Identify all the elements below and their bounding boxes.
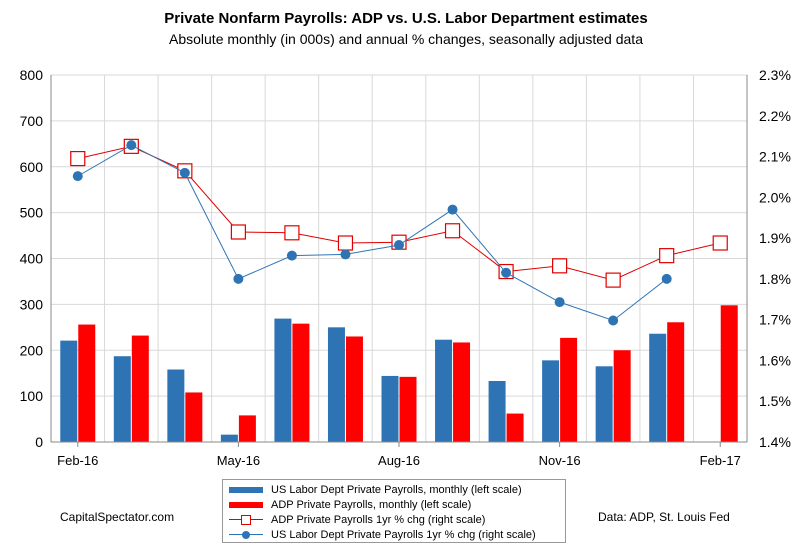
legend-square-marker — [241, 514, 251, 525]
left-axis-tick-label: 300 — [20, 296, 44, 312]
bar-us-labor-dept — [595, 366, 613, 442]
bar-adp — [185, 392, 203, 442]
marker-adp-yoy — [284, 225, 300, 241]
bar-us-labor-dept — [381, 375, 399, 442]
bar-us-labor-dept — [488, 380, 506, 442]
left-axis-tick-label: 400 — [20, 251, 44, 267]
bar-adp — [453, 342, 471, 442]
legend-swatch-red-bar — [229, 501, 263, 508]
marker-us-yoy — [501, 267, 512, 278]
chart-subtitle: Absolute monthly (in 000s) and annual % … — [169, 31, 643, 47]
marker-us-yoy — [554, 297, 565, 308]
bar-us-labor-dept — [274, 318, 292, 442]
right-axis-tick-label: 1.4% — [759, 434, 791, 450]
bar-us-labor-dept — [220, 434, 238, 442]
marker-adp-yoy — [444, 223, 461, 239]
marker-us-yoy — [447, 204, 458, 215]
left-axis-tick-label: 600 — [20, 159, 44, 175]
right-axis-tick-label: 2.0% — [759, 189, 791, 205]
chart-title: Private Nonfarm Payrolls: ADP vs. U.S. L… — [164, 10, 648, 27]
bar-us-labor-dept — [167, 369, 185, 442]
bar-adp — [506, 413, 524, 442]
marker-us-yoy — [72, 171, 83, 182]
bar-us-labor-dept — [60, 340, 78, 442]
legend-swatch-blue-bar — [229, 486, 263, 493]
x-axis-tick-label: May-16 — [217, 453, 260, 468]
x-axis-tick-label: Aug-16 — [378, 453, 420, 468]
right-axis-tick-label: 1.7% — [759, 312, 791, 328]
legend-label: ADP Private Payrolls 1yr % chg (right sc… — [271, 513, 486, 526]
marker-adp-yoy — [552, 258, 568, 274]
marker-adp-yoy — [230, 224, 246, 240]
bar-us-labor-dept — [113, 356, 131, 442]
left-axis-tick-label: 700 — [20, 113, 44, 129]
line-layer — [70, 138, 728, 326]
x-axis-tick-label: Nov-16 — [539, 453, 581, 468]
bar-adp — [613, 350, 631, 442]
data-source-label: Data: ADP, St. Louis Fed — [598, 510, 730, 524]
legend-item-adp-bars: ADP Private Payrolls, monthly (left scal… — [229, 497, 565, 512]
legend-item-us-line: US Labor Dept Private Payrolls 1yr % chg… — [229, 527, 565, 542]
marker-adp-yoy — [337, 235, 354, 251]
bar-us-labor-dept — [542, 360, 560, 442]
legend-label: US Labor Dept Private Payrolls, monthly … — [271, 483, 522, 496]
legend-label: ADP Private Payrolls, monthly (left scal… — [271, 498, 472, 511]
marker-us-yoy — [608, 315, 619, 326]
right-axis-tick-label: 2.3% — [759, 67, 791, 83]
bar-adp — [560, 337, 578, 442]
legend-circle-marker — [242, 530, 250, 539]
bar-adp — [131, 335, 149, 442]
right-axis-tick-label: 1.8% — [759, 271, 791, 287]
bar-adp — [238, 415, 256, 442]
left-axis-tick-label: 500 — [20, 205, 44, 221]
right-axis-tick-label: 1.5% — [759, 393, 791, 409]
right-axis-tick-label: 1.9% — [759, 230, 791, 246]
left-axis-tick-label: 0 — [35, 434, 43, 450]
marker-adp-yoy — [712, 235, 728, 251]
axis-layer: 0 100 200 300 400 500 600 700 800 1.4% 1.5% 1.6% 1.7… — [20, 67, 791, 468]
marker-us-yoy — [286, 250, 297, 261]
legend-label: US Labor Dept Private Payrolls 1yr % chg… — [271, 528, 536, 541]
bar-us-labor-dept — [327, 327, 345, 442]
left-axis-tick-label: 200 — [20, 342, 44, 358]
line-us-yoy — [77, 144, 667, 322]
marker-adp-yoy — [659, 248, 675, 264]
right-axis-tick-label: 1.6% — [759, 352, 791, 368]
bar-adp — [345, 336, 363, 442]
legend-item-us-bars: US Labor Dept Private Payrolls, monthly … — [229, 482, 565, 497]
bar-adp — [292, 323, 310, 442]
x-axis-tick-label: Feb-17 — [700, 453, 741, 468]
right-axis-tick-label: 2.1% — [759, 149, 791, 165]
bar-adp — [78, 324, 96, 442]
marker-adp-yoy — [70, 150, 86, 167]
marker-us-yoy — [661, 273, 672, 284]
marker-us-yoy — [394, 240, 404, 251]
bar-adp — [720, 305, 738, 442]
grid-layer — [50, 74, 748, 443]
marker-us-yoy — [179, 167, 190, 178]
left-axis-tick-label: 800 — [20, 67, 44, 83]
legend-item-adp-line: ADP Private Payrolls 1yr % chg (right sc… — [229, 512, 565, 527]
marker-us-yoy — [233, 273, 244, 284]
marker-us-yoy — [126, 140, 137, 151]
right-axis-tick-label: 2.2% — [759, 108, 791, 124]
bar-adp — [399, 376, 417, 442]
bar-adp — [667, 322, 685, 442]
bar-layer — [60, 305, 738, 442]
source-site-label: CapitalSpectator.com — [60, 510, 175, 524]
x-axis-tick-label: Feb-16 — [57, 453, 98, 468]
marker-adp-yoy — [605, 272, 621, 288]
marker-us-yoy — [340, 249, 351, 260]
chart-legend: US Labor Dept Private Payrolls, monthly … — [222, 479, 566, 543]
left-axis-tick-label: 100 — [20, 388, 44, 404]
bar-us-labor-dept — [435, 339, 453, 442]
bar-us-labor-dept — [649, 333, 667, 442]
